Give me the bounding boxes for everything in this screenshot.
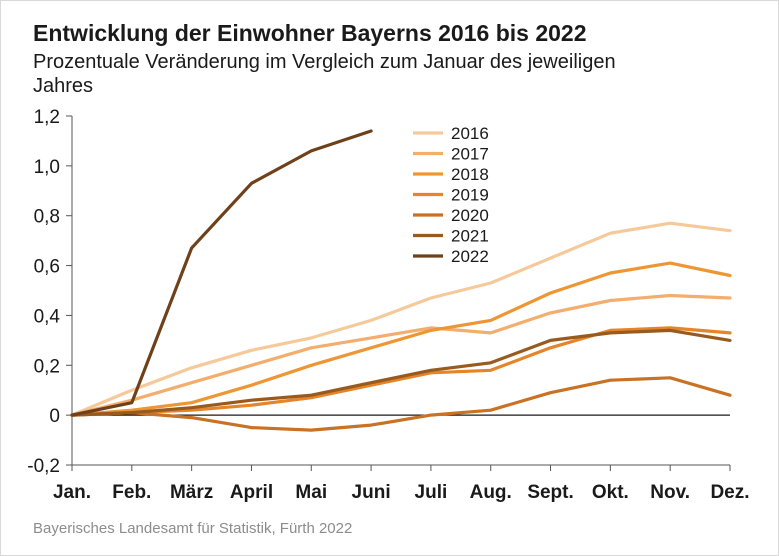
x-tick-label: Aug. — [470, 482, 512, 503]
y-tick-label: 0,4 — [34, 306, 61, 327]
chart-title: Entwicklung der Einwohner Bayerns 2016 b… — [33, 20, 587, 46]
x-tick-label: März — [170, 482, 213, 503]
legend-label-2018: 2018 — [451, 165, 489, 184]
y-tick-label: 0,2 — [34, 356, 60, 377]
series-line-2020 — [70, 376, 732, 432]
series-lines — [70, 129, 732, 432]
x-tick-label: Jan. — [53, 482, 91, 503]
y-tick-label: 0 — [49, 406, 60, 427]
series-line-2016 — [70, 221, 732, 417]
x-tick-label: Okt. — [592, 482, 629, 503]
legend-label-2022: 2022 — [451, 247, 489, 266]
y-tick-label: -0,2 — [27, 456, 60, 477]
x-tick-label: Feb. — [112, 482, 151, 503]
chart-subtitle: Prozentuale Veränderung im Vergleich zum… — [33, 51, 616, 97]
x-tick-label: Sept. — [527, 482, 573, 503]
axes: -0,2 0 0,2 0,4 0,6 0,8 1,0 1,2 Jan. Feb. März April… — [27, 107, 749, 503]
x-tick-label: Nov. — [650, 482, 690, 503]
x-tick-label: Juni — [352, 482, 391, 503]
x-tick-label: Mai — [295, 482, 327, 503]
legend-label-2021: 2021 — [451, 227, 489, 246]
legend-label-2016: 2016 — [451, 124, 489, 143]
series-line-2017 — [70, 293, 732, 417]
series-line-2021 — [70, 328, 732, 417]
x-tick-label: April — [230, 482, 273, 503]
y-tick-label: 1,2 — [34, 107, 60, 128]
y-tick-label: 0,6 — [34, 257, 60, 278]
y-tick-label: 1,0 — [34, 157, 60, 178]
series-line-2019 — [70, 326, 732, 417]
source-note: Bayerisches Landesamt für Statistik, Für… — [33, 520, 353, 537]
legend-label-2020: 2020 — [451, 206, 489, 225]
series-line-2022 — [70, 129, 373, 417]
series-line-2018 — [70, 261, 732, 417]
y-tick-label: 0,8 — [34, 207, 60, 228]
x-tick-label: Juli — [415, 482, 448, 503]
legend-label-2017: 2017 — [451, 145, 489, 164]
x-tick-label: Dez. — [710, 482, 749, 503]
legend-label-2019: 2019 — [451, 186, 489, 205]
